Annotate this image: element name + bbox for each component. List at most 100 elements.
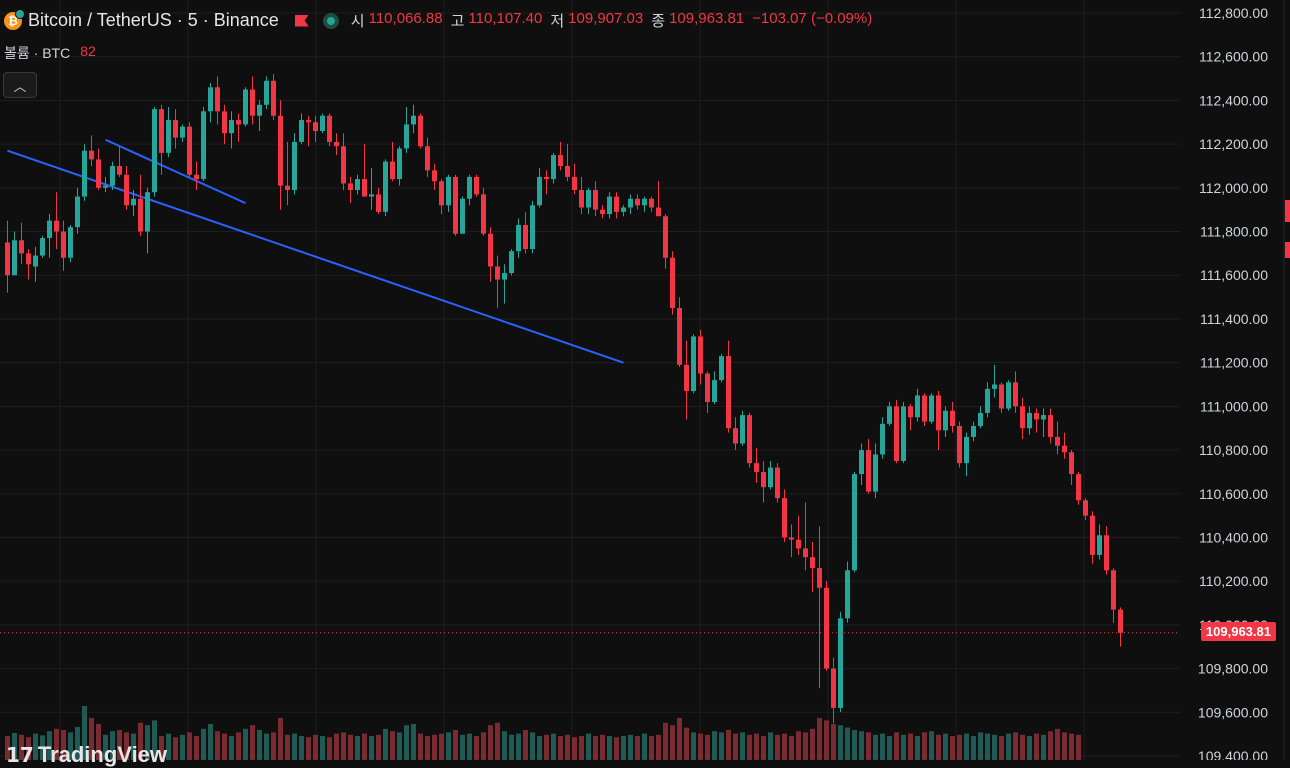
candle-body bbox=[243, 89, 248, 125]
candle-body bbox=[565, 165, 570, 177]
candle-body bbox=[222, 111, 227, 134]
current-price-tag: 109,963.81 bbox=[1200, 622, 1276, 641]
volume-bar bbox=[404, 725, 409, 760]
volume-bar bbox=[187, 732, 192, 760]
volume-bar bbox=[1006, 733, 1011, 760]
candle-body bbox=[873, 454, 878, 492]
volume-bar bbox=[488, 725, 493, 760]
volume-bar bbox=[1020, 734, 1025, 760]
candle-body bbox=[383, 161, 388, 212]
candle-body bbox=[1013, 382, 1018, 407]
flag-icon[interactable] bbox=[294, 14, 309, 27]
high-label: 고 bbox=[450, 13, 465, 30]
volume-bar bbox=[922, 732, 927, 760]
candle-body bbox=[817, 568, 822, 588]
volume-bar bbox=[89, 718, 94, 760]
volume-bar bbox=[936, 734, 941, 760]
volume-bar bbox=[957, 734, 962, 760]
low-value: 109,907.03 bbox=[568, 10, 644, 27]
volume-bar bbox=[124, 732, 129, 760]
volume-bar bbox=[663, 722, 668, 760]
price-tick-label: 111,800.00 bbox=[1200, 224, 1268, 240]
scale-edge-marker bbox=[1285, 242, 1290, 258]
candle-body bbox=[327, 115, 332, 142]
candle-body bbox=[726, 356, 731, 429]
volume-bar bbox=[418, 733, 423, 760]
volume-bar bbox=[943, 733, 948, 760]
volume-bar bbox=[117, 730, 122, 760]
candle-body bbox=[285, 185, 290, 191]
volume-bar bbox=[614, 737, 619, 760]
candle-body bbox=[1090, 515, 1095, 555]
volume-bar bbox=[208, 724, 213, 760]
volume-bar bbox=[572, 737, 577, 760]
volume-bar bbox=[1013, 732, 1018, 760]
candle-body bbox=[971, 426, 976, 437]
price-axis[interactable]: 112,800.00 112,600.00 112,400.00 112,200.00… bbox=[1198, 0, 1285, 760]
volume-bar bbox=[677, 718, 682, 760]
volume-bar bbox=[453, 730, 458, 760]
volume-bar bbox=[992, 734, 997, 760]
candle-body bbox=[733, 428, 738, 444]
volume-bar bbox=[1027, 736, 1032, 760]
volume-bar bbox=[691, 732, 696, 760]
candle-body bbox=[390, 161, 395, 180]
volume-bar bbox=[593, 736, 598, 760]
candle-body bbox=[978, 412, 983, 427]
candle-body bbox=[754, 463, 759, 472]
volume-label[interactable]: 볼륨 · BTC bbox=[4, 45, 71, 61]
price-tick-label: 112,200.00 bbox=[1199, 136, 1268, 152]
candle-body bbox=[271, 80, 276, 116]
candle-body bbox=[866, 450, 871, 492]
volume-bar bbox=[292, 733, 297, 760]
candle-body bbox=[775, 467, 780, 499]
symbol-title[interactable]: Bitcoin / TetherUS · 5 · Binance bbox=[28, 10, 279, 30]
volume-bar bbox=[376, 734, 381, 760]
candle-body bbox=[607, 196, 612, 215]
market-status-icon bbox=[322, 12, 339, 29]
candle-body bbox=[495, 266, 500, 280]
volume-bar bbox=[649, 736, 654, 760]
candle-body bbox=[586, 190, 591, 208]
candle-body bbox=[523, 224, 528, 250]
volume-bar bbox=[971, 736, 976, 760]
volume-bar bbox=[516, 733, 521, 760]
volume-bar bbox=[887, 736, 892, 760]
volume-bar bbox=[103, 734, 108, 760]
volume-legend: 볼륨 · BTC 82 bbox=[4, 43, 96, 63]
volume-bar bbox=[551, 733, 556, 760]
candle-body bbox=[530, 205, 535, 250]
volume-bar bbox=[446, 732, 451, 760]
candle-body bbox=[54, 220, 59, 232]
tradingview-logo: 𝟭𝟳 TradingView bbox=[6, 742, 167, 768]
candle-body bbox=[82, 150, 87, 197]
volume-bar bbox=[859, 731, 864, 760]
price-tick-label: 109,600.00 bbox=[1198, 704, 1268, 720]
trendlines[interactable] bbox=[7, 138, 624, 364]
price-tick-label: 110,600.00 bbox=[1199, 486, 1268, 502]
volume-bar bbox=[229, 736, 234, 760]
volume-bar bbox=[880, 733, 885, 760]
volume-bar bbox=[481, 732, 486, 760]
candle-body bbox=[887, 406, 892, 424]
volume-bar bbox=[670, 725, 675, 760]
volume-bar bbox=[712, 731, 717, 760]
candle-body bbox=[656, 207, 661, 217]
volume-bar bbox=[747, 734, 752, 760]
volume-bar bbox=[1076, 734, 1081, 760]
candle-body bbox=[12, 240, 17, 276]
candle-body bbox=[355, 179, 360, 191]
volume-bar bbox=[908, 733, 913, 760]
volume-bar bbox=[978, 732, 983, 760]
candle-body bbox=[1076, 474, 1081, 501]
collapse-legend-button[interactable]: ︿ bbox=[3, 72, 37, 98]
volume-bar bbox=[306, 737, 311, 760]
volume-bar bbox=[775, 734, 780, 760]
candle-body bbox=[488, 233, 493, 267]
chart-grid bbox=[0, 0, 1180, 760]
volume-bar bbox=[894, 732, 899, 760]
volume-bar bbox=[397, 732, 402, 760]
volume-bar bbox=[96, 724, 101, 760]
candle-body bbox=[299, 120, 304, 142]
